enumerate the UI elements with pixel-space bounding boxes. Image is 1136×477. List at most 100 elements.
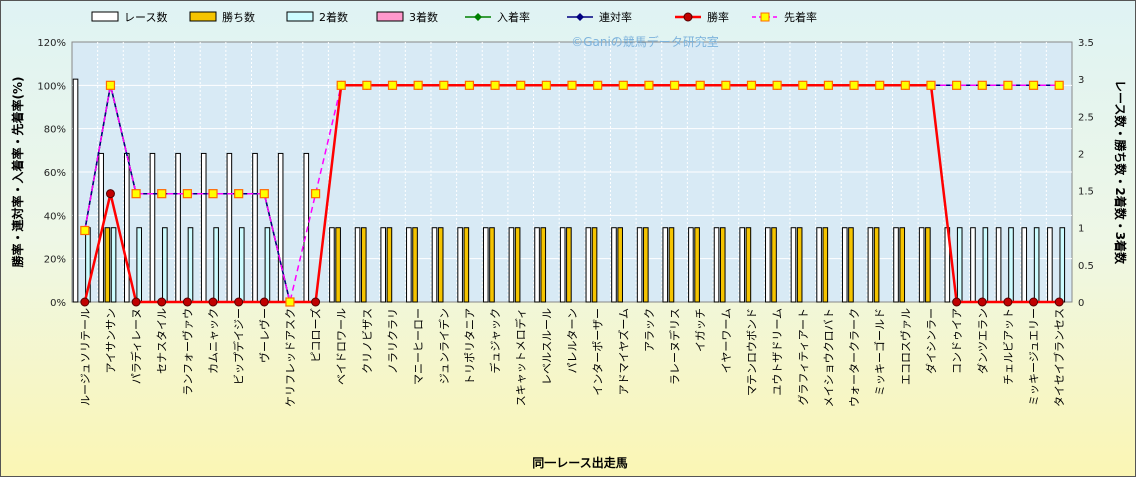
marker-senchaku-rate: [875, 80, 885, 90]
bar-wins: [745, 227, 752, 303]
bar-races: [585, 227, 592, 303]
x-category-label: ケリフレッドアスク: [284, 308, 297, 407]
bar-wins: [514, 227, 521, 303]
x-category-label: ユウトザドリーム: [771, 308, 784, 396]
legend-label-place_rate: 入着率: [497, 10, 530, 24]
bar-wins: [540, 227, 547, 303]
bar-wins: [104, 227, 111, 303]
marker-senchaku-rate: [310, 189, 321, 199]
marker-senchaku-rate: [464, 80, 475, 90]
bar-races: [72, 78, 79, 303]
x-category-label: ヴーレヴー: [257, 308, 271, 363]
y-left-tick-label: 20%: [44, 255, 66, 266]
legend-label-second: 2着数: [319, 10, 348, 24]
x-category-label: パラディレーヌ: [129, 308, 143, 384]
bar-second: [238, 227, 245, 303]
x-category-label: クリノビザス: [361, 308, 374, 374]
marker-senchaku-rate: [541, 80, 551, 90]
marker-senchaku-rate: [439, 80, 449, 90]
bar-races: [559, 227, 566, 303]
bar-wins: [719, 227, 726, 303]
bar-wins: [617, 227, 623, 303]
x-category-label: トリポリタニア: [463, 308, 476, 385]
bar-races: [1047, 227, 1053, 303]
legend-label-win_rate: 勝率: [707, 10, 729, 24]
x-category-label: コンドゥイア: [951, 308, 964, 374]
marker-senchaku-rate: [746, 80, 757, 90]
marker-senchaku-rate: [413, 80, 423, 90]
bar-races: [713, 227, 720, 303]
bar-races: [662, 227, 669, 303]
marker-senchaku-rate: [695, 80, 705, 90]
x-category-label: ビップデイジー: [232, 308, 246, 385]
x-category-label: ダイシンラー: [924, 308, 938, 374]
bar-wins: [822, 227, 829, 303]
marker-senchaku-rate: [516, 80, 526, 90]
y-right-tick-label: 0.5: [1078, 261, 1094, 272]
bar-races: [482, 227, 489, 303]
y-left-tick-label: 120%: [37, 38, 66, 49]
marker-win-rate: [1054, 297, 1064, 307]
bar-second: [162, 227, 168, 303]
y-right-tick-label: 3.5: [1078, 38, 1094, 49]
bar-wins: [796, 227, 803, 303]
bar-wins: [566, 227, 572, 303]
bar-races: [790, 227, 797, 303]
marker-senchaku-rate: [669, 80, 680, 90]
legend-marker-place_rate: [474, 13, 482, 21]
marker-senchaku-rate: [157, 189, 167, 199]
marker-senchaku-rate: [772, 80, 782, 90]
x-axis-title: 同一レース出走馬: [532, 455, 627, 470]
x-category-label: チェルビアット: [1002, 308, 1015, 385]
x-category-label: ベイドロワール: [335, 308, 348, 385]
bar-races: [252, 152, 258, 303]
x-category-label: ジュンライデン: [437, 308, 451, 384]
bar-races: [739, 227, 745, 303]
bar-second: [1033, 227, 1040, 303]
x-category-label: ミッキーゴールド: [873, 308, 887, 396]
bar-wins: [386, 227, 393, 303]
marker-senchaku-rate: [490, 80, 500, 90]
x-category-label: カムニャック: [207, 308, 220, 374]
y-left-tick-label: 60%: [44, 168, 66, 179]
bar-races: [431, 227, 438, 303]
bar-second: [110, 227, 117, 303]
x-category-label: ノラリクラリ: [387, 308, 400, 374]
legend-label-wins: 勝ち数: [222, 10, 255, 24]
marker-win-rate: [1029, 297, 1039, 307]
bar-races: [277, 152, 284, 303]
x-category-label: ランフォーヴァウ: [180, 308, 194, 396]
bar-wins: [848, 227, 854, 303]
marker-win-rate: [1003, 297, 1013, 307]
bar-races: [611, 227, 617, 303]
y-left-tick-label: 40%: [44, 211, 66, 222]
bar-races: [508, 227, 515, 303]
marker-senchaku-rate: [182, 189, 192, 199]
marker-win-rate: [80, 297, 90, 307]
bar-wins: [335, 227, 341, 303]
marker-senchaku-rate: [567, 80, 577, 90]
x-category-label: ウォータークラーク: [848, 308, 861, 407]
marker-senchaku-rate: [1054, 80, 1064, 90]
bar-wins: [463, 227, 470, 303]
x-category-label: ラレーヌデリス: [668, 308, 682, 385]
watermark: ©Ganiの競馬データ研究室: [571, 34, 719, 49]
x-category-label: インターポーザー: [592, 308, 605, 396]
bar-wins: [360, 227, 367, 303]
y-right-tick-label: 2: [1078, 149, 1084, 160]
x-category-label: パレルターン: [566, 308, 579, 373]
bar-wins: [925, 227, 931, 303]
marker-senchaku-rate: [259, 189, 269, 199]
legend-label-rentai_rate: 連対率: [599, 10, 632, 24]
bar-races: [867, 227, 874, 303]
y-right-tick-label: 3: [1078, 75, 1084, 86]
bar-races: [380, 227, 387, 303]
bar-races: [457, 227, 463, 303]
bar-wins: [873, 227, 880, 303]
marker-win-rate: [105, 189, 115, 199]
x-category-label: レベルスルール: [540, 308, 553, 385]
legend-swatch-races: [91, 11, 119, 22]
y-right-axis-title: レース数・勝ち数・2着数・3着数: [1113, 80, 1128, 265]
bar-races: [841, 227, 848, 303]
